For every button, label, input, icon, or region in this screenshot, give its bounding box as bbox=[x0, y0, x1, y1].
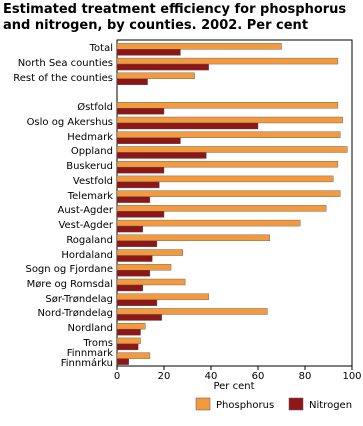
plot-frame bbox=[116, 39, 353, 367]
bar bbox=[116, 211, 165, 218]
x-tick-label: 20 bbox=[158, 371, 171, 382]
bar bbox=[116, 219, 301, 227]
bar bbox=[116, 43, 282, 50]
bar bbox=[116, 270, 151, 277]
bar bbox=[116, 328, 141, 336]
category-label: Hedmark bbox=[67, 131, 113, 143]
category-label: Nordland bbox=[67, 323, 113, 335]
bar bbox=[116, 137, 181, 144]
category-label: Vestfold bbox=[72, 175, 113, 187]
chart-title: Estimated treatment efficiency for phosp… bbox=[3, 2, 347, 33]
category-label: Sogn og Fjordane bbox=[25, 264, 113, 276]
category-label: Finnmark Finnmárku bbox=[60, 347, 113, 369]
category-label: Møre og Romsdal bbox=[26, 279, 113, 290]
category-label: Sør-Trøndelag bbox=[45, 293, 113, 305]
bar bbox=[116, 322, 146, 330]
bar bbox=[116, 308, 268, 315]
bar bbox=[116, 78, 148, 86]
category-label: Oppland bbox=[70, 146, 113, 158]
bar bbox=[116, 146, 348, 153]
bar bbox=[116, 175, 334, 183]
category-label: Telemark bbox=[67, 190, 113, 202]
bar bbox=[116, 116, 343, 124]
bar bbox=[116, 314, 162, 321]
legend-swatch bbox=[195, 397, 211, 411]
bar bbox=[116, 234, 270, 242]
x-tick-label: 100 bbox=[342, 371, 361, 382]
x-tick-label: 0 bbox=[114, 371, 120, 382]
category-label: Total bbox=[89, 43, 113, 55]
bar bbox=[116, 358, 129, 365]
bar bbox=[116, 240, 158, 248]
bar bbox=[116, 255, 153, 262]
category-label: Rest of the counties bbox=[13, 72, 113, 84]
x-tick-label: 80 bbox=[299, 371, 312, 382]
bar bbox=[116, 57, 339, 65]
bar bbox=[116, 102, 339, 109]
bar bbox=[116, 181, 160, 189]
x-axis-label: Per cent bbox=[213, 381, 254, 392]
category-label: North Sea counties bbox=[17, 58, 113, 70]
legend-swatch bbox=[288, 397, 304, 411]
bar bbox=[116, 196, 151, 203]
bar bbox=[116, 352, 151, 359]
category-label: Hordaland bbox=[61, 249, 113, 261]
category-label: Buskerud bbox=[66, 161, 113, 173]
legend-label: Nitrogen bbox=[309, 400, 352, 411]
bar bbox=[116, 190, 341, 197]
bar bbox=[116, 160, 339, 168]
bar bbox=[116, 278, 186, 286]
x-tick-label: 60 bbox=[252, 371, 265, 382]
category-label: Østfold bbox=[77, 102, 113, 114]
category-label: Nord-Trøndelag bbox=[37, 308, 113, 320]
bar bbox=[116, 205, 327, 212]
bar bbox=[116, 337, 141, 345]
bar bbox=[116, 108, 165, 115]
bar bbox=[116, 343, 139, 351]
category-label: Vest-Agder bbox=[58, 220, 113, 232]
x-tick-label: 40 bbox=[205, 371, 218, 382]
bar bbox=[116, 166, 165, 174]
category-label: Oslo og Akershus bbox=[26, 117, 113, 128]
bar bbox=[116, 63, 209, 71]
bar bbox=[116, 249, 184, 256]
bar bbox=[116, 152, 207, 159]
bar bbox=[116, 284, 144, 292]
bar bbox=[116, 264, 172, 271]
category-label: Troms bbox=[83, 337, 113, 349]
bar bbox=[116, 122, 259, 130]
bar bbox=[116, 49, 181, 56]
bar bbox=[116, 299, 158, 306]
legend-label: Phosphorus bbox=[216, 400, 274, 411]
bar bbox=[116, 72, 195, 80]
category-label: Rogaland bbox=[66, 234, 113, 246]
category-label: Aust-Agder bbox=[57, 205, 114, 217]
bar bbox=[116, 131, 341, 138]
bar bbox=[116, 225, 144, 233]
bar bbox=[116, 293, 209, 300]
